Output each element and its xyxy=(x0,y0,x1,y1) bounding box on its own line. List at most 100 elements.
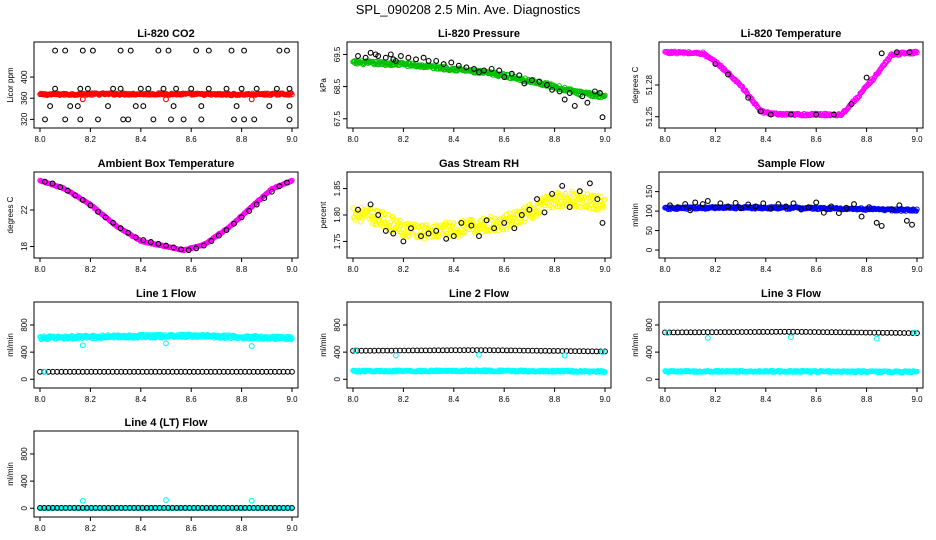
data-point xyxy=(805,204,812,211)
data-point xyxy=(704,198,711,204)
data-point xyxy=(74,103,81,110)
y-tick-label: 320 xyxy=(20,112,29,126)
data-point xyxy=(469,347,476,354)
panel-title: Ambient Box Temperature xyxy=(98,158,235,170)
data-point xyxy=(375,53,382,59)
data-point xyxy=(431,347,438,354)
data-point xyxy=(798,329,805,335)
x-tick-label: 8.2 xyxy=(398,395,410,404)
plot-frame xyxy=(33,171,299,259)
data-point xyxy=(205,47,212,54)
series-2 xyxy=(37,368,295,375)
x-tick-label: 8.4 xyxy=(760,135,772,144)
data-point xyxy=(500,226,506,233)
x-tick-label: 8.0 xyxy=(659,265,671,274)
data-point xyxy=(903,217,910,224)
data-point xyxy=(906,49,913,56)
data-point xyxy=(143,505,150,511)
data-point xyxy=(536,78,543,85)
data-point xyxy=(62,116,69,123)
x-tick-label: 8.6 xyxy=(186,524,198,533)
data-point xyxy=(752,203,759,210)
data-point xyxy=(914,206,920,212)
data-point xyxy=(888,329,895,336)
x-tick-label: 8.0 xyxy=(347,265,359,274)
data-point xyxy=(439,347,446,354)
data-point xyxy=(783,203,789,210)
x-tick-label: 8.2 xyxy=(85,135,97,144)
x-tick-label: 8.2 xyxy=(398,135,410,144)
data-point xyxy=(370,221,376,227)
data-point xyxy=(198,116,205,123)
data-point xyxy=(241,116,248,123)
data-point xyxy=(248,497,255,504)
data-point xyxy=(367,201,374,208)
panel-9: Line 3 Flow 8.0 8.2 8.4 8.6 8.8 9.0 0 400 800 ml/m… xyxy=(631,288,924,404)
data-point xyxy=(286,103,293,110)
data-point xyxy=(117,85,124,92)
data-point xyxy=(276,183,283,190)
data-point xyxy=(250,505,257,511)
data-point xyxy=(263,368,270,375)
data-point xyxy=(160,85,167,92)
data-point xyxy=(284,47,290,54)
data-point xyxy=(601,93,607,100)
x-tick-label: 8.4 xyxy=(760,265,772,274)
x-tick-label: 8.4 xyxy=(448,135,460,144)
data-point xyxy=(248,96,255,103)
y-axis-label: ml/min xyxy=(6,462,15,486)
data-point xyxy=(117,225,124,232)
data-point xyxy=(289,368,295,375)
data-point xyxy=(161,505,167,511)
data-point xyxy=(458,232,464,239)
data-point xyxy=(543,193,549,200)
data-point xyxy=(267,505,274,511)
data-point xyxy=(289,177,295,184)
data-point xyxy=(683,329,690,336)
data-point xyxy=(664,330,671,337)
data-point xyxy=(140,237,147,244)
data-point xyxy=(273,85,280,92)
data-point xyxy=(725,71,731,78)
y-tick-label: 800 xyxy=(20,447,29,461)
series-2 xyxy=(37,505,295,511)
data-point xyxy=(238,85,245,92)
data-point xyxy=(118,505,125,511)
x-tick-label: 8.8 xyxy=(861,265,873,274)
data-point xyxy=(443,235,450,242)
panel-2: Li-820 Pressure 8.0 8.2 8.4 8.6 8.8 9.0 67.5 68.… xyxy=(319,28,612,144)
data-point xyxy=(41,505,48,511)
data-point xyxy=(813,111,820,118)
data-point xyxy=(122,505,129,511)
data-point xyxy=(150,116,157,123)
data-point xyxy=(79,342,86,349)
data-point xyxy=(286,116,293,123)
x-tick-label: 8.2 xyxy=(710,135,722,144)
data-point xyxy=(387,219,393,225)
data-point xyxy=(503,347,510,354)
data-point xyxy=(382,227,389,234)
data-point xyxy=(590,194,596,200)
data-point xyxy=(561,96,568,103)
data-point xyxy=(599,219,606,226)
y-axis-label: ml/min xyxy=(631,203,640,227)
data-point xyxy=(737,205,744,211)
plot-frame xyxy=(658,171,924,259)
x-tick-label: 8.2 xyxy=(85,265,97,274)
panel-title: Line 3 Flow xyxy=(761,288,821,300)
data-point xyxy=(550,204,556,211)
data-point xyxy=(105,505,112,511)
data-point xyxy=(433,227,440,234)
data-point xyxy=(193,245,200,252)
data-point xyxy=(488,65,495,72)
data-point xyxy=(208,238,215,244)
data-point xyxy=(896,202,903,209)
data-point xyxy=(367,347,374,354)
x-tick-label: 8.2 xyxy=(398,265,410,274)
data-point xyxy=(555,189,561,196)
data-point xyxy=(259,505,266,511)
data-point xyxy=(760,200,767,207)
panel-title: Li-820 Temperature xyxy=(741,28,842,40)
data-point xyxy=(413,223,419,229)
data-point xyxy=(355,206,361,213)
